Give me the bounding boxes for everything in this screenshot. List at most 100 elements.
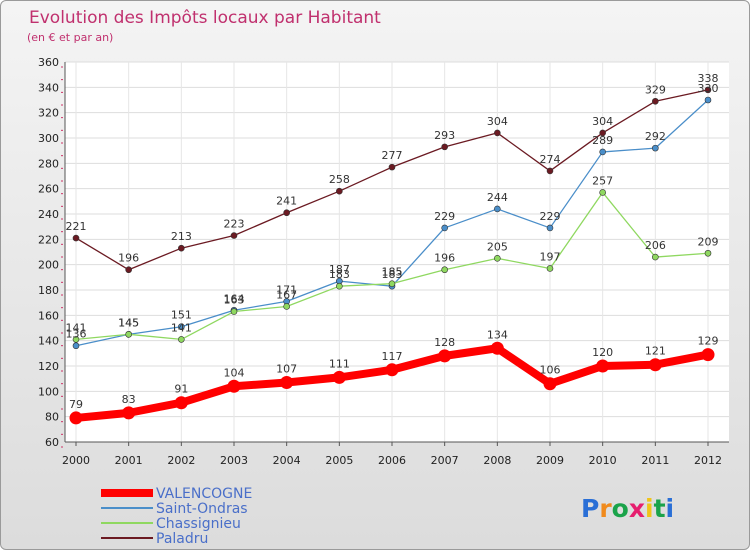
x-tick-label: 2011 <box>641 454 669 467</box>
data-label-saint-ondras: 244 <box>487 191 508 204</box>
data-label-valencogne: 121 <box>645 345 666 358</box>
grid-lines <box>65 61 729 443</box>
legend-label-paladru: Paladru <box>156 531 208 547</box>
plot-area <box>65 62 729 442</box>
data-label-chassignieu: 163 <box>224 294 245 307</box>
data-label-valencogne: 134 <box>487 328 508 341</box>
y-tick-label: 180 <box>38 284 59 297</box>
y-tick-label: 140 <box>38 335 59 348</box>
logo-letter: t <box>654 494 666 523</box>
data-point-chassignieu <box>494 255 501 262</box>
data-point-paladru <box>230 232 238 239</box>
data-point-valencogne <box>332 370 346 384</box>
data-point-chassignieu <box>336 282 343 290</box>
data-label-valencogne: 107 <box>276 362 297 375</box>
logo-letter: i <box>645 494 654 523</box>
y-tick-label: 100 <box>38 385 59 398</box>
data-point-saint-ondras <box>704 96 712 104</box>
data-point-chassignieu <box>546 265 554 272</box>
data-label-valencogne: 91 <box>174 383 188 396</box>
logo-text: Proxiti <box>581 494 674 523</box>
data-label-valencogne: 79 <box>69 398 83 411</box>
data-point-chassignieu <box>599 189 606 196</box>
data-point-paladru <box>441 143 448 151</box>
data-label-saint-ondras: 187 <box>329 263 350 276</box>
logo-letter: i <box>666 494 675 523</box>
data-point-paladru <box>125 266 132 274</box>
logo-letter: o <box>612 494 629 523</box>
x-tick-label: 2005 <box>325 454 353 467</box>
data-point-chassignieu <box>178 336 185 343</box>
data-label-paladru: 329 <box>645 83 666 96</box>
chart-title: Evolution des Impôts locaux par Habitant <box>29 8 381 28</box>
data-label-saint-ondras: 289 <box>592 134 613 147</box>
data-label-paladru: 241 <box>276 195 297 208</box>
data-point-paladru <box>546 167 554 175</box>
data-label-valencogne: 128 <box>434 336 455 349</box>
data-point-paladru <box>652 97 659 105</box>
y-tick-label: 220 <box>38 233 59 246</box>
x-tick-label: 2002 <box>167 454 195 467</box>
y-tick-label: 280 <box>38 157 59 170</box>
y-tick-label: 320 <box>38 107 59 120</box>
logo-letter: P <box>581 494 599 523</box>
data-label-paladru: 221 <box>66 220 87 233</box>
data-label-chassignieu: 141 <box>171 321 192 334</box>
data-label-saint-ondras: 151 <box>171 309 192 322</box>
data-label-paladru: 196 <box>118 252 139 265</box>
data-point-paladru <box>388 163 396 171</box>
x-tick-label: 2009 <box>536 454 564 467</box>
legend-label-chassignieu: Chassignieu <box>156 516 241 532</box>
data-point-saint-ondras <box>494 205 501 213</box>
data-label-paladru: 223 <box>224 218 245 231</box>
data-point-chassignieu <box>283 303 290 310</box>
data-label-chassignieu: 141 <box>66 321 87 334</box>
data-point-saint-ondras <box>546 224 554 232</box>
data-point-valencogne <box>280 375 294 389</box>
legend-label-valencogne: VALENCOGNE <box>156 486 252 502</box>
data-label-chassignieu: 183 <box>329 268 350 281</box>
data-point-valencogne <box>69 411 83 425</box>
x-tick-label: 2004 <box>273 454 301 467</box>
data-point-chassignieu <box>652 253 659 261</box>
data-label-chassignieu: 185 <box>382 266 403 279</box>
data-label-chassignieu: 197 <box>540 250 561 263</box>
data-point-chassignieu <box>230 308 238 315</box>
data-point-valencogne <box>596 359 610 373</box>
data-label-paladru: 293 <box>434 129 455 142</box>
y-tick-label: 340 <box>38 81 59 94</box>
data-point-valencogne <box>490 341 504 355</box>
data-label-saint-ondras: 229 <box>434 210 455 223</box>
y-tick-label: 300 <box>38 132 59 145</box>
data-point-chassignieu <box>125 331 132 338</box>
data-point-paladru <box>494 129 501 137</box>
x-tick-label: 2007 <box>431 454 459 467</box>
data-point-chassignieu <box>388 280 396 287</box>
data-label-paladru: 213 <box>171 230 192 243</box>
data-label-chassignieu: 167 <box>276 288 297 301</box>
data-label-valencogne: 129 <box>698 335 719 348</box>
y-tick-label: 120 <box>38 360 59 373</box>
legend-label-saint-ondras: Saint-Ondras <box>156 501 248 517</box>
data-point-saint-ondras <box>441 224 448 232</box>
data-label-saint-ondras: 171 <box>276 283 297 296</box>
data-label-saint-ondras: 145 <box>118 316 139 329</box>
data-point-paladru <box>336 187 343 195</box>
y-tick-label: 160 <box>38 309 59 322</box>
data-label-valencogne: 104 <box>224 366 245 379</box>
x-tick-label: 2010 <box>589 454 617 467</box>
data-label-saint-ondras: 183 <box>382 268 403 281</box>
data-point-valencogne <box>174 396 188 410</box>
data-label-chassignieu: 257 <box>592 174 613 187</box>
data-label-paladru: 338 <box>698 72 719 85</box>
data-label-valencogne: 120 <box>592 346 613 359</box>
data-point-valencogne <box>648 358 662 372</box>
data-point-paladru <box>283 209 290 217</box>
data-point-valencogne <box>385 363 399 377</box>
data-label-saint-ondras: 136 <box>66 328 87 341</box>
y-tick-label: 200 <box>38 259 59 272</box>
logo-letter: x <box>629 494 645 523</box>
